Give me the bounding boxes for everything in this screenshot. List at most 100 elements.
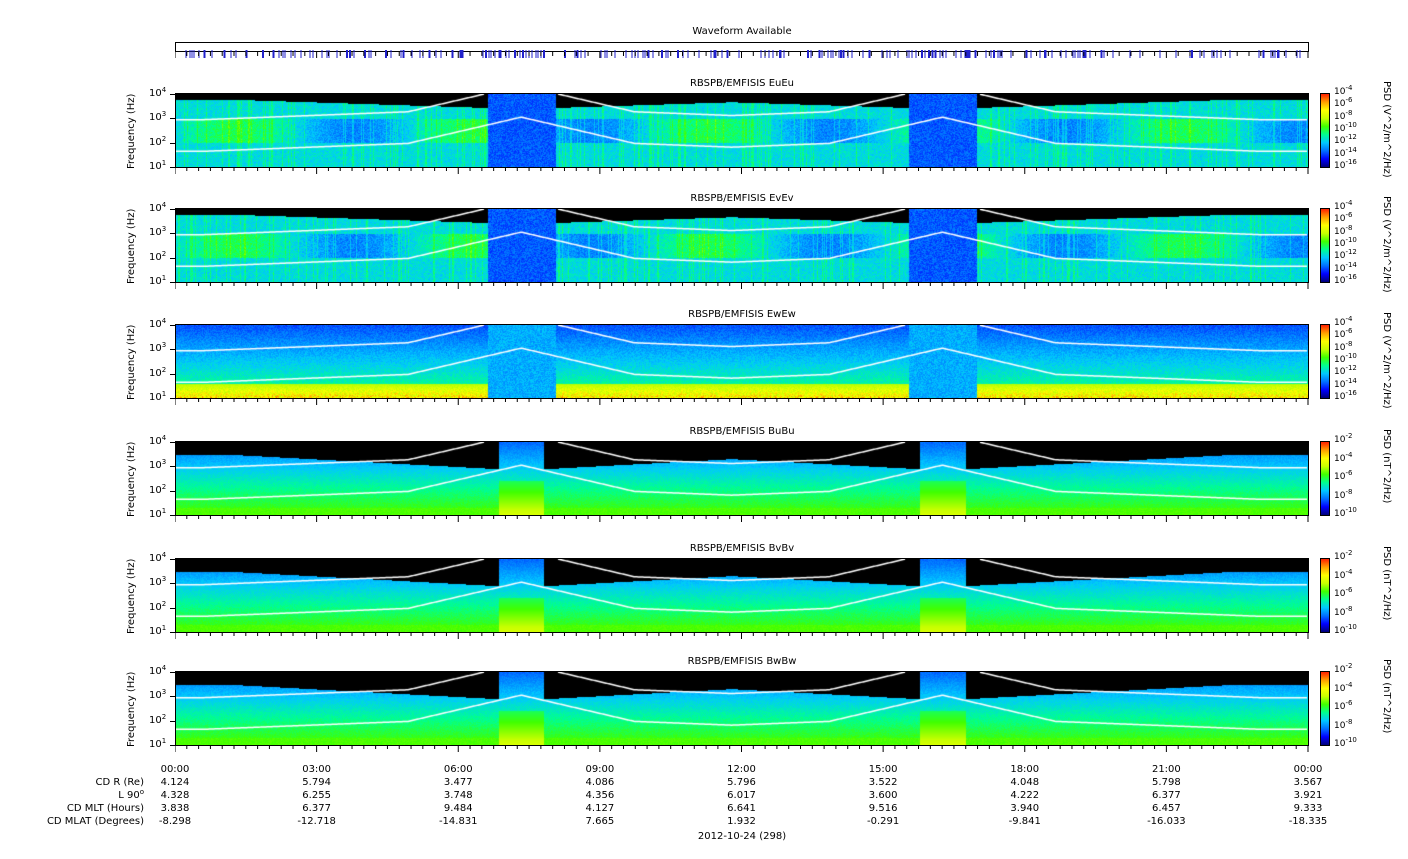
ephemeris-value: 6.457	[1152, 803, 1181, 814]
spectrogram	[175, 671, 1309, 746]
colorbar-tick-label: 10-8	[1334, 487, 1353, 501]
y-tick-label: 101	[149, 390, 167, 404]
ephemeris-value: 3.567	[1293, 777, 1323, 788]
colorbar-tick-label: 10-12	[1334, 364, 1357, 378]
colorbar-tick-label: 10-10	[1334, 736, 1357, 750]
spectrogram	[175, 441, 1309, 516]
y-tick-label: 104	[149, 201, 167, 215]
y-tick-label: 103	[149, 688, 167, 702]
spectrogram-image	[176, 325, 1308, 398]
y-tick-mark	[170, 257, 175, 259]
ephemeris-value: -18.335	[1288, 816, 1328, 827]
colorbar-tick-label: 10-10	[1334, 121, 1357, 135]
colorbar-tick-label: 10-6	[1334, 699, 1353, 713]
x-tick-label: 00:00	[1293, 764, 1323, 775]
colorbar-tick-label: 10-8	[1334, 339, 1353, 353]
x-tick-label: 09:00	[585, 764, 615, 775]
ephemeris-value: 4.328	[160, 790, 190, 801]
ephemeris-value: 6.255	[302, 790, 331, 801]
spectrogram-image	[176, 442, 1308, 515]
y-tick-mark	[170, 720, 175, 722]
colorbar-tick-label: 10-16	[1334, 389, 1357, 403]
colorbar-tick-label: 10-2	[1334, 662, 1353, 676]
colorbar-tick-label: 10-4	[1334, 84, 1353, 98]
colorbar-tick-label: 10-10	[1334, 352, 1357, 366]
colorbar	[1320, 558, 1330, 633]
x-tick-label: 21:00	[1151, 764, 1181, 775]
ephemeris-value: 4.124	[160, 777, 190, 788]
y-axis-label: Frequency (Hz)	[126, 441, 137, 517]
ephemeris-value: -8.298	[158, 816, 192, 827]
y-tick-label: 103	[149, 341, 167, 355]
colorbar	[1320, 93, 1330, 168]
x-tick-label: 18:00	[1010, 764, 1040, 775]
colorbar-tick-label: 10-2	[1334, 549, 1353, 563]
ephemeris-value: 4.086	[585, 777, 615, 788]
ephemeris-value: -0.291	[867, 816, 900, 827]
colorbar	[1320, 441, 1330, 516]
ephemeris-value: 3.522	[868, 777, 898, 788]
y-tick-label: 104	[149, 317, 167, 331]
colorbar-tick-label: 10-8	[1334, 604, 1353, 618]
spectrogram	[175, 558, 1309, 633]
y-tick-label: 101	[149, 159, 167, 173]
y-tick-mark	[170, 632, 175, 633]
ephemeris-value: 7.665	[585, 816, 615, 827]
colorbar-tick-label: 10-6	[1334, 469, 1353, 483]
ephemeris-value: 6.377	[1152, 790, 1181, 801]
y-tick-label: 102	[149, 134, 167, 148]
y-axis-label: Frequency (Hz)	[126, 208, 137, 284]
y-tick-mark	[170, 373, 175, 375]
y-tick-label: 103	[149, 225, 167, 239]
panel-title: RBSPB/EMFISIS BuBu	[689, 426, 795, 437]
y-tick-label: 104	[149, 434, 167, 448]
panel-title: RBSPB/EMFISIS EvEv	[690, 193, 794, 204]
ephemeris-value: 9.516	[868, 803, 898, 814]
y-tick-mark	[170, 349, 175, 351]
ephemeris-value: 5.798	[1152, 777, 1181, 788]
waveform-availability-bar	[175, 42, 1309, 58]
colorbar-title: PSD (V^2/m^2/Hz)	[1381, 81, 1392, 178]
waveform-ticks	[185, 50, 1301, 58]
y-axis-label: Frequency (Hz)	[126, 671, 137, 747]
colorbar-title: PSD (nT^2/Hz)	[1381, 659, 1392, 734]
ephemeris-value: -16.033	[1147, 816, 1186, 827]
y-tick-label: 102	[149, 249, 167, 263]
colorbar-tick-label: 10-12	[1334, 248, 1357, 262]
ephemeris-value: 4.356	[585, 790, 615, 801]
colorbar-tick-label: 10-6	[1334, 211, 1353, 225]
colorbar-tick-label: 10-10	[1334, 236, 1357, 250]
date-label: 2012-10-24 (298)	[697, 831, 787, 842]
spectrogram-image	[176, 209, 1308, 282]
spectrogram	[175, 208, 1309, 283]
colorbar-tick-label: 10-12	[1334, 133, 1357, 147]
panel-title: RBSPB/EMFISIS BwBw	[687, 656, 797, 667]
y-tick-mark	[170, 282, 175, 283]
y-tick-mark	[170, 142, 175, 144]
spectrogram	[175, 324, 1309, 399]
y-tick-mark	[170, 442, 175, 443]
ephemeris-value: 6.377	[302, 803, 331, 814]
y-tick-label: 103	[149, 458, 167, 472]
y-axis-label: Frequency (Hz)	[126, 93, 137, 169]
ephemeris-row-label: CD MLAT (Degrees)	[46, 816, 144, 827]
y-tick-mark	[170, 94, 175, 95]
y-tick-mark	[170, 118, 175, 120]
x-tick-marks	[175, 168, 1309, 174]
colorbar-title: PSD (nT^2/Hz)	[1381, 429, 1392, 504]
x-tick-label: 12:00	[727, 764, 756, 775]
colorbar-tick-label: 10-8	[1334, 108, 1353, 122]
x-tick-marks	[175, 633, 1309, 639]
colorbar-tick-label: 10-14	[1334, 260, 1357, 274]
ephemeris-value: 6.017	[727, 790, 756, 801]
y-tick-label: 101	[149, 274, 167, 288]
x-tick-label: 00:00	[160, 764, 190, 775]
colorbar-tick-label: 10-6	[1334, 96, 1353, 110]
y-tick-label: 103	[149, 110, 167, 124]
colorbar-tick-label: 10-6	[1334, 327, 1353, 341]
y-tick-label: 103	[149, 575, 167, 589]
y-tick-label: 101	[149, 507, 167, 521]
x-tick-marks	[175, 516, 1309, 522]
colorbar-tick-label: 10-4	[1334, 567, 1353, 581]
colorbar-tick-label: 10-6	[1334, 586, 1353, 600]
